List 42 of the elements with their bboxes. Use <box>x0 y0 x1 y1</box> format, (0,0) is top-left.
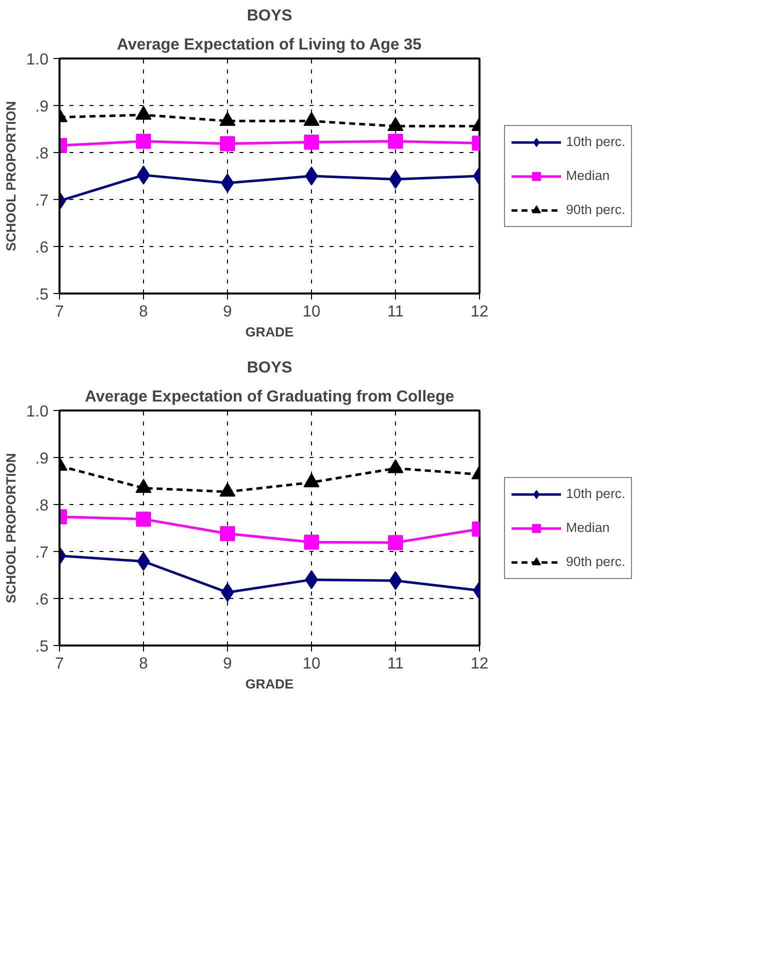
x-tick-label: 11 <box>387 656 404 672</box>
x-tick-label: 12 <box>470 304 488 320</box>
x-axis-title: GRADE <box>245 676 294 692</box>
legend-label: 10th perc. <box>566 486 626 501</box>
x-tick-label: 9 <box>223 656 232 672</box>
y-axis-title: SCHOOL PROPORTION <box>3 453 18 604</box>
legend-label: 90th perc. <box>566 202 626 217</box>
x-tick-label: 10 <box>302 304 320 320</box>
y-tick-label: .7 <box>35 192 49 210</box>
legend-label: Median <box>566 168 610 183</box>
y-tick-label: .9 <box>35 450 49 468</box>
x-tick-label: 7 <box>55 304 64 320</box>
x-tick-label: 11 <box>387 304 404 320</box>
point <box>304 134 319 150</box>
y-axis-title: SCHOOL PROPORTION <box>3 101 18 252</box>
x-tick-label: 7 <box>55 656 64 672</box>
y-tick-label: .9 <box>35 98 49 116</box>
point <box>220 136 235 152</box>
y-tick-label: .5 <box>35 638 49 656</box>
y-tick-label: .8 <box>35 146 49 162</box>
y-tick-label: .7 <box>35 544 49 562</box>
x-tick-label: 8 <box>139 656 148 672</box>
x-axis-title: GRADE <box>245 324 294 340</box>
chart-subtitle: Average Expectation of Living to Age 35 <box>116 36 422 54</box>
chart-subtitle: Average Expectation of Graduating from College <box>84 388 454 406</box>
y-tick-label: .6 <box>35 592 49 608</box>
x-tick-label: 12 <box>470 656 488 672</box>
y-tick-label: .8 <box>35 498 49 514</box>
y-tick-label: 1.0 <box>26 52 49 68</box>
x-tick-label: 9 <box>223 304 232 320</box>
point <box>304 112 320 126</box>
x-tick-label: 10 <box>302 656 320 672</box>
y-tick-label: 1.0 <box>26 404 49 420</box>
x-tick-label: 8 <box>139 304 148 320</box>
legend-label: 90th perc. <box>566 554 626 569</box>
legend-label: Median <box>566 520 610 535</box>
chart-title: BOYS <box>246 8 292 24</box>
y-tick-label: .6 <box>35 240 49 256</box>
legend-label: 10th perc. <box>566 134 626 149</box>
point <box>220 112 236 126</box>
chart-title: BOYS <box>246 360 292 376</box>
y-tick-label: .5 <box>35 286 49 304</box>
